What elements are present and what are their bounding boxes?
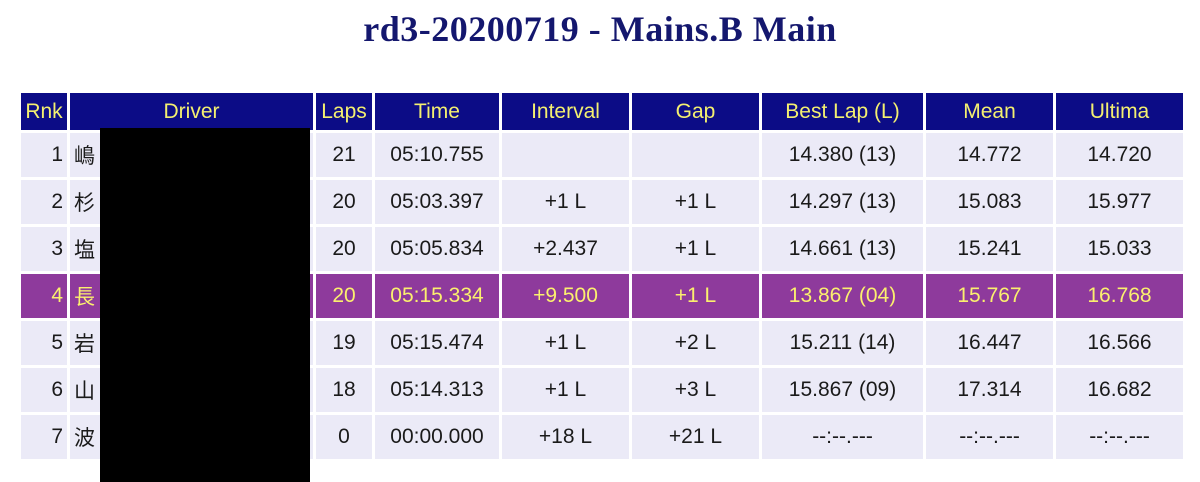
time-cell: 05:05.834	[375, 227, 499, 271]
rank-cell: 1	[21, 133, 67, 177]
best-lap-cell: 15.211 (14)	[762, 321, 923, 365]
ultima-cell: 15.977	[1056, 180, 1183, 224]
laps-cell: 0	[316, 415, 372, 459]
mean-cell: 14.772	[926, 133, 1053, 177]
best-lap-cell: --:--.---	[762, 415, 923, 459]
ultima-cell: --:--.---	[1056, 415, 1183, 459]
time-cell: 00:00.000	[375, 415, 499, 459]
time-cell: 05:15.474	[375, 321, 499, 365]
ultima-cell: 16.566	[1056, 321, 1183, 365]
mean-cell: 17.314	[926, 368, 1053, 412]
rank-cell: 2	[21, 180, 67, 224]
interval-cell: +1 L	[502, 321, 629, 365]
mean-cell: 15.241	[926, 227, 1053, 271]
best-lap-cell: 14.297 (13)	[762, 180, 923, 224]
column-header-ultima[interactable]: Ultima	[1056, 93, 1183, 130]
rank-cell: 3	[21, 227, 67, 271]
mean-cell: 16.447	[926, 321, 1053, 365]
laps-cell: 21	[316, 133, 372, 177]
best-lap-cell: 14.661 (13)	[762, 227, 923, 271]
gap-cell: +1 L	[632, 180, 759, 224]
mean-cell: --:--.---	[926, 415, 1053, 459]
best-lap-cell: 15.867 (09)	[762, 368, 923, 412]
rank-cell: 4	[21, 274, 67, 318]
gap-cell: +2 L	[632, 321, 759, 365]
column-header-best-lap[interactable]: Best Lap (L)	[762, 93, 923, 130]
interval-cell: +1 L	[502, 180, 629, 224]
interval-cell: +2.437	[502, 227, 629, 271]
redaction-block	[100, 128, 310, 482]
ultima-cell: 16.768	[1056, 274, 1183, 318]
interval-cell: +1 L	[502, 368, 629, 412]
interval-cell	[502, 133, 629, 177]
column-header-interval[interactable]: Interval	[502, 93, 629, 130]
ultima-cell: 15.033	[1056, 227, 1183, 271]
laps-cell: 18	[316, 368, 372, 412]
mean-cell: 15.767	[926, 274, 1053, 318]
column-header-time[interactable]: Time	[375, 93, 499, 130]
gap-cell: +1 L	[632, 274, 759, 318]
laps-cell: 20	[316, 227, 372, 271]
gap-cell: +1 L	[632, 227, 759, 271]
column-header-driver[interactable]: Driver	[70, 93, 313, 130]
time-cell: 05:14.313	[375, 368, 499, 412]
gap-cell: +3 L	[632, 368, 759, 412]
laps-cell: 20	[316, 274, 372, 318]
time-cell: 05:15.334	[375, 274, 499, 318]
mean-cell: 15.083	[926, 180, 1053, 224]
gap-cell: +21 L	[632, 415, 759, 459]
laps-cell: 19	[316, 321, 372, 365]
time-cell: 05:03.397	[375, 180, 499, 224]
page-title: rd3-20200719 - Mains.B Main	[363, 9, 837, 49]
interval-cell: +9.500	[502, 274, 629, 318]
column-header-rnk[interactable]: Rnk	[21, 93, 67, 130]
column-header-laps[interactable]: Laps	[316, 93, 372, 130]
rank-cell: 5	[21, 321, 67, 365]
rank-cell: 7	[21, 415, 67, 459]
gap-cell	[632, 133, 759, 177]
laps-cell: 20	[316, 180, 372, 224]
best-lap-cell: 14.380 (13)	[762, 133, 923, 177]
time-cell: 05:10.755	[375, 133, 499, 177]
interval-cell: +18 L	[502, 415, 629, 459]
best-lap-cell: 13.867 (04)	[762, 274, 923, 318]
column-header-gap[interactable]: Gap	[632, 93, 759, 130]
ultima-cell: 16.682	[1056, 368, 1183, 412]
rank-cell: 6	[21, 368, 67, 412]
column-header-mean[interactable]: Mean	[926, 93, 1053, 130]
ultima-cell: 14.720	[1056, 133, 1183, 177]
header-row: Rnk Driver Laps Time Interval Gap Best L…	[21, 93, 1183, 130]
